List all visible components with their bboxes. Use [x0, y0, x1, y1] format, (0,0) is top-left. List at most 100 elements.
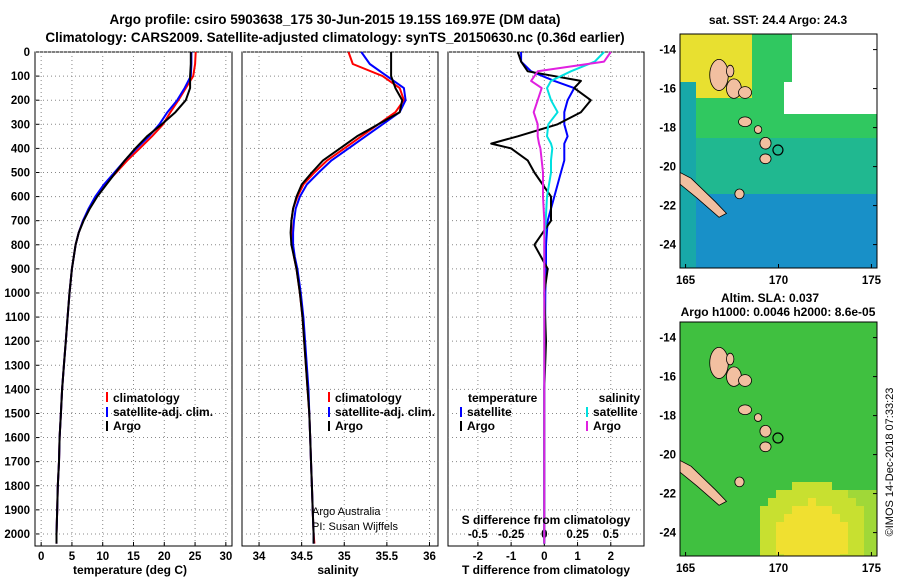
map-cell — [728, 490, 736, 498]
map-cell — [848, 538, 856, 546]
map-x-tick-label: 175 — [862, 275, 882, 287]
map-cell — [832, 74, 840, 82]
depth-tick-label: 1700 — [4, 457, 30, 469]
x-tick-label-top: 0.5 — [603, 529, 620, 541]
map-cell — [840, 162, 848, 170]
map-cell — [680, 194, 688, 202]
map-cell — [744, 522, 752, 530]
map-cell — [704, 146, 712, 154]
map-cell — [776, 538, 784, 546]
map-cell — [696, 242, 704, 250]
map-cell — [728, 130, 736, 138]
map-cell — [864, 194, 872, 202]
map-cell — [856, 354, 864, 362]
map-cell — [872, 226, 877, 234]
map-cell — [760, 234, 768, 242]
map-cell — [680, 82, 688, 90]
map-cell — [680, 506, 688, 514]
map-cell — [784, 354, 792, 362]
map-cell — [680, 210, 688, 218]
map-cell — [848, 130, 856, 138]
series-line-satellite-adj-clim- — [55, 52, 193, 544]
map-cell — [696, 394, 704, 402]
map-cell — [784, 226, 792, 234]
map-y-tick-label: -24 — [659, 528, 676, 540]
map-cell — [792, 514, 800, 522]
map-cell — [840, 410, 848, 418]
map-cell — [768, 122, 776, 130]
map-cell — [792, 434, 800, 442]
map-cell — [688, 530, 696, 538]
map-cell — [832, 466, 840, 474]
map-cell — [856, 50, 864, 58]
map-cell — [784, 506, 792, 514]
map-cell — [824, 514, 832, 522]
map-cell — [752, 266, 760, 268]
map-cell — [712, 170, 720, 178]
map-cell — [824, 386, 832, 394]
map-cell — [696, 386, 704, 394]
map-cell — [768, 386, 776, 394]
map-cell — [776, 162, 784, 170]
map-cell — [752, 226, 760, 234]
map-cell — [840, 154, 848, 162]
map-cell — [752, 346, 760, 354]
map-cell — [832, 130, 840, 138]
map-cell — [720, 466, 728, 474]
map-cell — [720, 522, 728, 530]
map-cell — [752, 394, 760, 402]
sla-map-title: Altim. SLA: 0.037 — [721, 291, 819, 305]
depth-tick-label: 1200 — [4, 336, 30, 348]
map-cell — [808, 538, 816, 546]
map-cell — [800, 114, 808, 122]
map-cell — [768, 170, 776, 178]
map-cell — [824, 426, 832, 434]
map-cell — [720, 418, 728, 426]
map-cell — [728, 546, 736, 554]
legend-label-t-satellite: satellite — [467, 405, 512, 419]
map-cell — [720, 426, 728, 434]
legend-label-argo: Argo — [113, 419, 141, 433]
map-cell — [696, 426, 704, 434]
map-cell — [840, 50, 848, 58]
map-cell — [720, 442, 728, 450]
map-cell — [752, 194, 760, 202]
map-cell — [832, 354, 840, 362]
map-cell — [768, 218, 776, 226]
map-cell — [816, 386, 824, 394]
map-cell — [760, 418, 768, 426]
map-cell — [832, 66, 840, 74]
map-cell — [688, 482, 696, 490]
map-cell — [800, 138, 808, 146]
map-cell — [824, 154, 832, 162]
map-cell — [704, 418, 712, 426]
map-cell — [720, 42, 728, 50]
map-cell — [792, 138, 800, 146]
map-cell — [728, 530, 736, 538]
map-cell — [776, 322, 784, 330]
depth-tick-label: 300 — [11, 119, 30, 131]
map-cell — [864, 154, 872, 162]
map-cell — [720, 186, 728, 194]
map-cell — [864, 490, 872, 498]
map-cell — [736, 250, 744, 258]
map-cell — [832, 42, 840, 50]
map-cell — [712, 418, 720, 426]
map-cell — [792, 82, 800, 90]
sst-map-axes: 165 170 175-14-16-18-20-22-24 — [659, 45, 881, 287]
map-cell — [856, 362, 864, 370]
map-cell — [840, 130, 848, 138]
map-cell — [800, 210, 808, 218]
map-cell — [776, 378, 784, 386]
map-cell — [720, 266, 728, 268]
map-cell — [752, 466, 760, 474]
map-cell — [848, 210, 856, 218]
map-cell — [792, 498, 800, 506]
map-cell — [840, 170, 848, 178]
map-cell — [816, 410, 824, 418]
map-cell — [728, 330, 736, 338]
map-cell — [744, 354, 752, 362]
map-cell — [808, 322, 816, 330]
map-cell — [808, 426, 816, 434]
map-cell — [792, 130, 800, 138]
